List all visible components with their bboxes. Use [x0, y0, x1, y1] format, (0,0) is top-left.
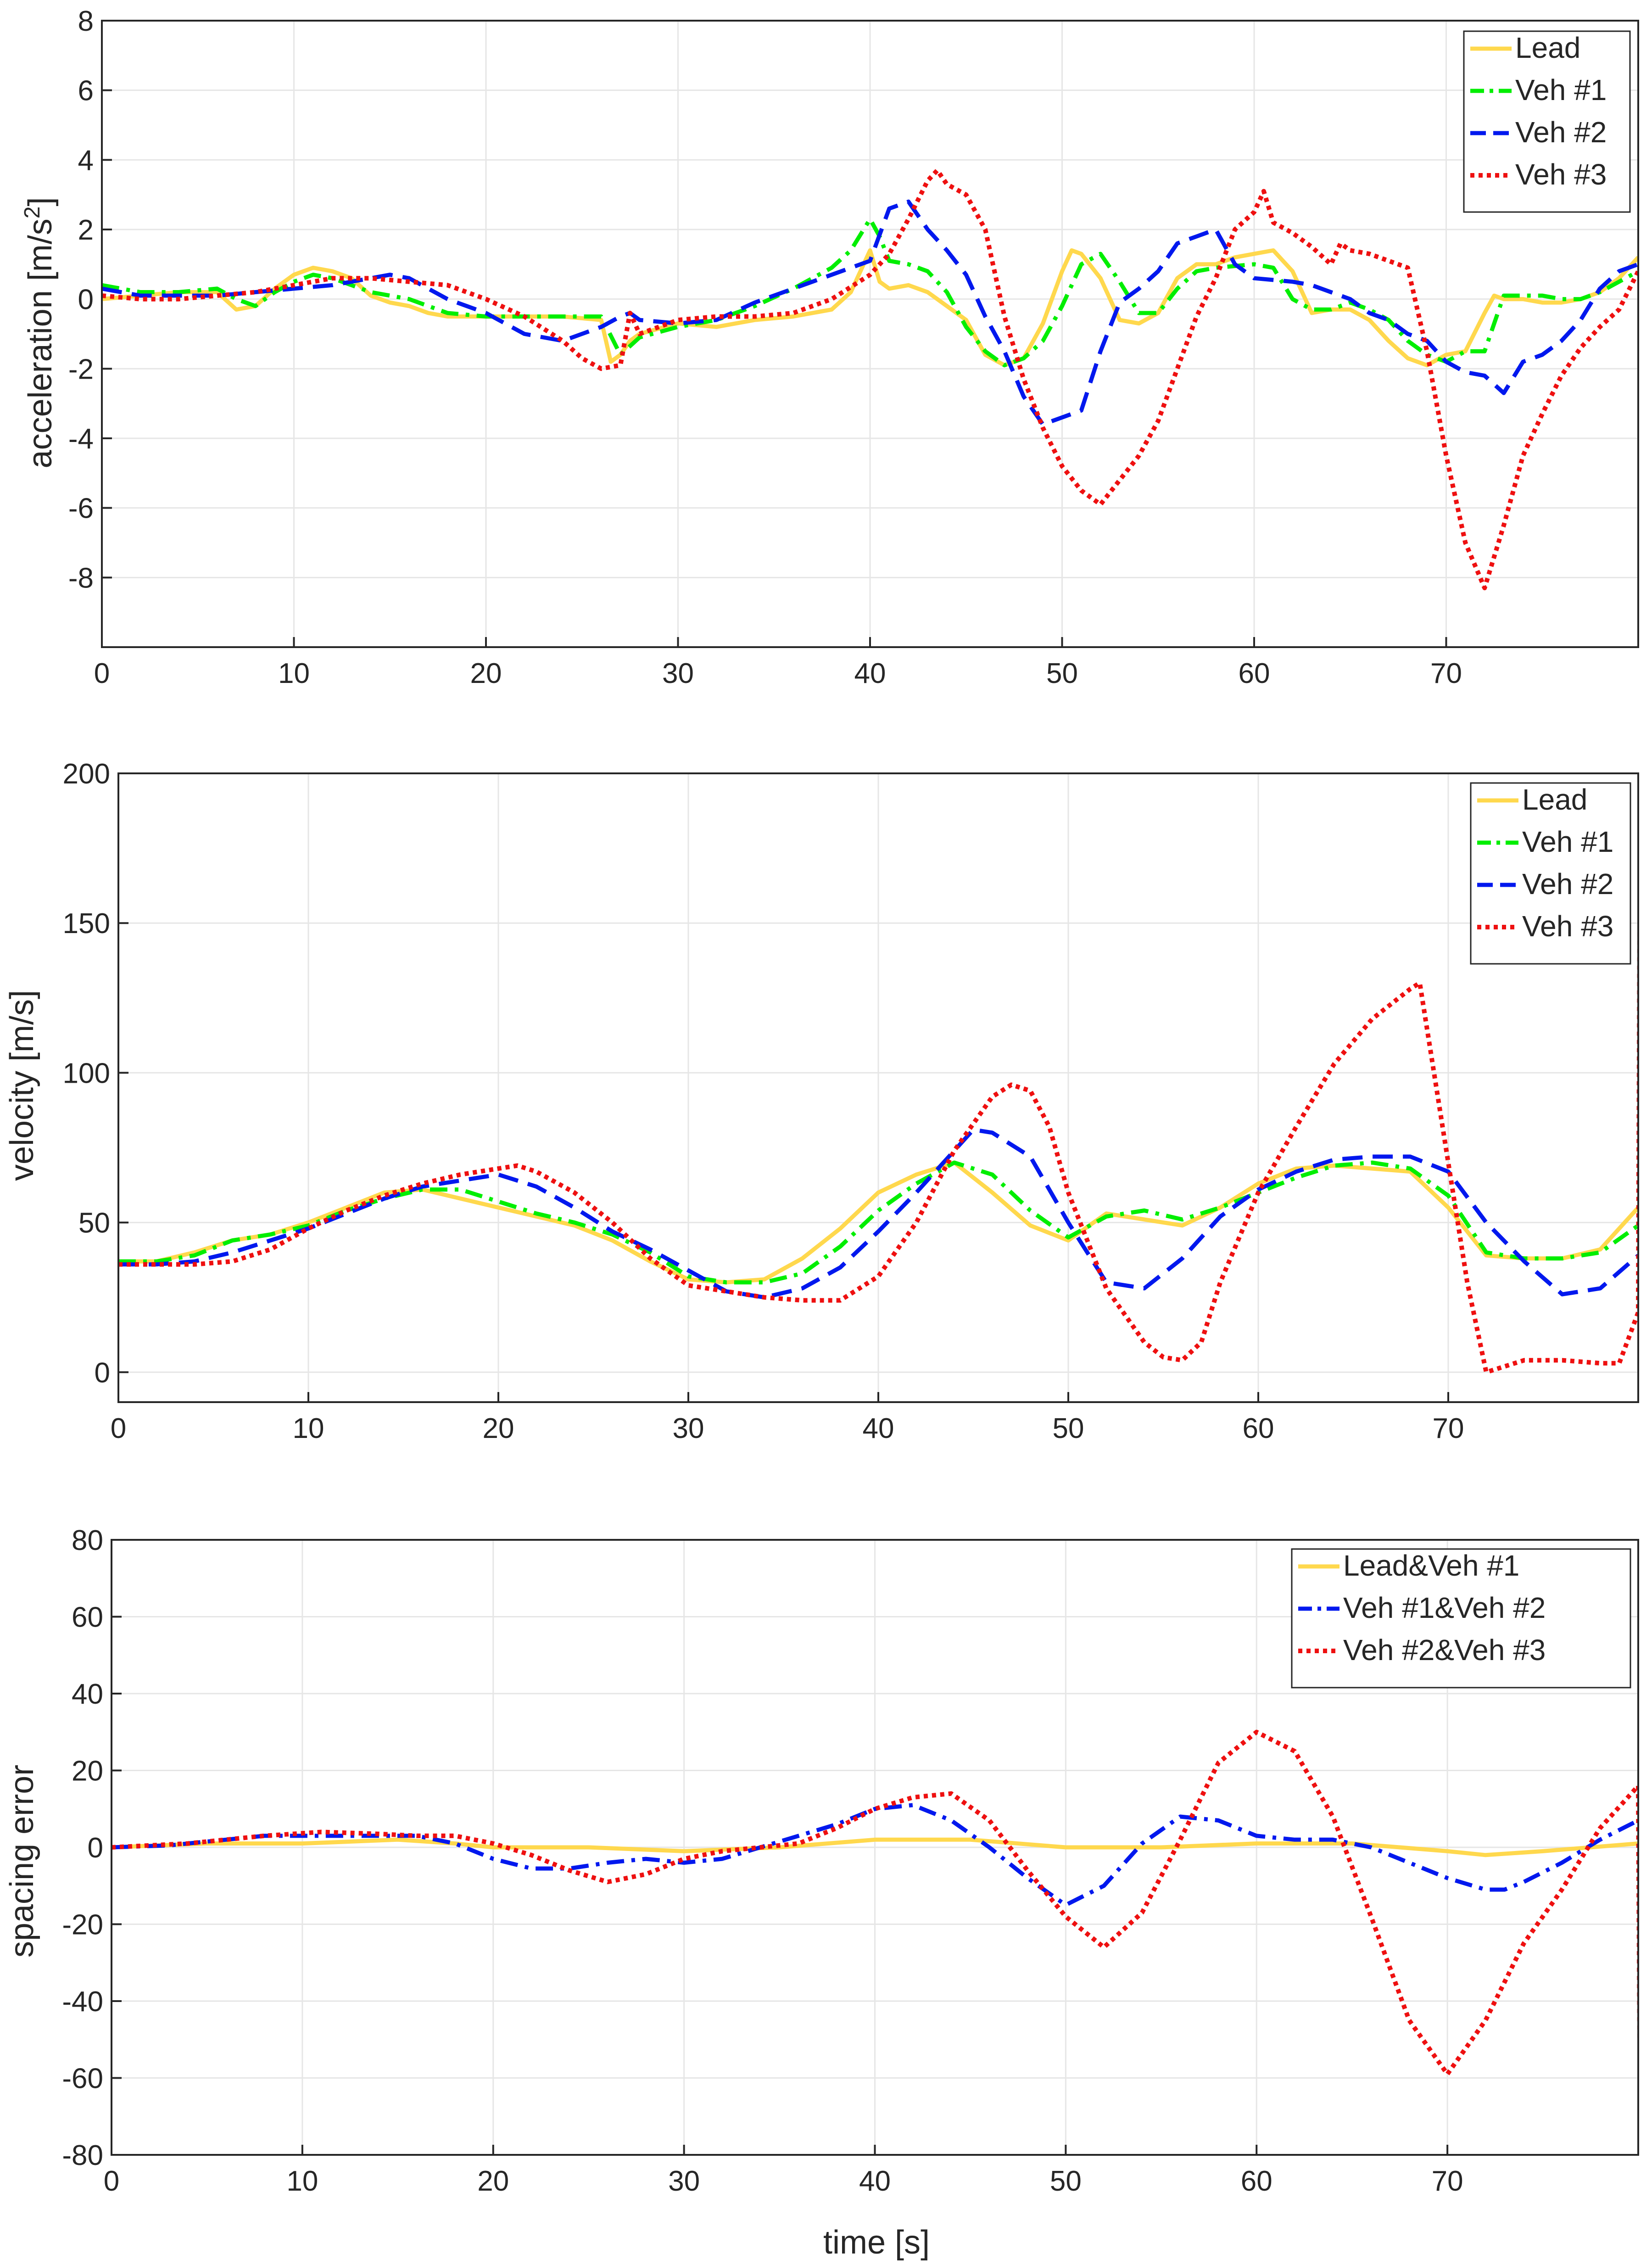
spacing-xtick-label-50: 50	[1050, 2165, 1082, 2197]
spacing-series-group	[112, 1729, 1638, 2148]
accel-ytick-label-4: 4	[78, 145, 94, 176]
accel-legend-label-lead: Lead	[1515, 31, 1580, 64]
accel-legend-box	[1463, 30, 1631, 213]
velocity-plot-frame	[117, 772, 1639, 1403]
accel-ytick-label-0: 0	[78, 284, 94, 316]
accel-ytick-label-6: 6	[78, 75, 94, 107]
velocity-xtick-label-40: 40	[863, 1413, 894, 1444]
spacing-ytick-label-60: 60	[72, 1602, 103, 1633]
velocity-legend-label-veh-1: Veh #1	[1522, 825, 1613, 858]
spacing-xtick-label-20: 20	[477, 2165, 509, 2197]
velocity-legend: Lead Veh #1 Veh #2 Veh #3	[1470, 782, 1631, 965]
accel-xtick-label-0: 0	[94, 658, 110, 689]
accel-xtick-label-10: 10	[278, 658, 310, 689]
spacing-ytick-label--80: -80	[62, 2140, 103, 2171]
accel-xtick-label-30: 30	[662, 658, 694, 689]
accel-legend: Lead Veh #1 Veh #2 Veh #3	[1463, 30, 1631, 213]
spacing-xtick-label-0: 0	[104, 2165, 119, 2197]
spacing-ytick-label--40: -40	[62, 1986, 103, 2018]
velocity-ytick-label-0: 0	[95, 1357, 110, 1389]
spacing-ytick-label--60: -60	[62, 2063, 103, 2095]
velocity-legend-label-veh-3: Veh #3	[1522, 910, 1613, 943]
accel-series-lead	[102, 248, 1638, 368]
velocity-ytick-label-200: 200	[63, 758, 110, 790]
accel-series-veh-3	[102, 168, 1638, 591]
velocity-ytick-label-50: 50	[78, 1208, 110, 1239]
accel-ytick-label--4: -4	[68, 423, 94, 455]
accel-ytick-label--8: -8	[68, 562, 94, 594]
spacing-legend: Lead&Veh #1 Veh #1&Veh #2 Veh #2&Veh #3	[1291, 1548, 1631, 1689]
velocity-xtick-label-60: 60	[1243, 1413, 1274, 1444]
spacing-series-lead-and-veh-1	[112, 1837, 1638, 1857]
velocity-y-axis-label: velocity [m/s]	[4, 990, 40, 1181]
spacing-ytick-label-0: 0	[88, 1832, 103, 1864]
velocity-series-veh-2	[118, 1127, 1638, 1300]
velocity-ytick-label-150: 150	[63, 908, 110, 940]
accel-ytick-label-2: 2	[78, 214, 94, 246]
accel-ytick-label--6: -6	[68, 493, 94, 525]
velocity-legend-label-lead: Lead	[1522, 783, 1587, 816]
spacing-legend-label-veh-2-and-veh-3: Veh #2&Veh #3	[1343, 1633, 1546, 1667]
spacing-legend-label-veh-1-and-veh-2: Veh #1&Veh #2	[1343, 1591, 1546, 1624]
spacing-legend-label-lead-and-veh-1: Lead&Veh #1	[1343, 1549, 1519, 1582]
accel-series-veh-1	[102, 217, 1638, 368]
accel-series-veh-2	[102, 199, 1638, 427]
velocity-xtick-label-70: 70	[1433, 1413, 1464, 1444]
spacing-ytick-label-80: 80	[72, 1525, 103, 1556]
accel-xtick-label-50: 50	[1046, 658, 1078, 689]
accel-legend-label-veh-2: Veh #2	[1515, 116, 1607, 149]
spacing-xtick-label-30: 30	[668, 2165, 700, 2197]
velocity-legend-box	[1470, 782, 1631, 965]
spacing-ytick-label-20: 20	[72, 1756, 103, 1787]
accel-xtick-label-60: 60	[1239, 658, 1270, 689]
accel-xtick-label-20: 20	[470, 658, 502, 689]
accel-ytick-label--2: -2	[68, 353, 94, 385]
spacing-xtick-label-60: 60	[1241, 2165, 1272, 2197]
accel-xtick-label-70: 70	[1430, 658, 1462, 689]
spacing-xtick-label-70: 70	[1432, 2165, 1463, 2197]
accel-series-group	[102, 168, 1638, 591]
spacing-error-y-axis-label: spacing error	[4, 1765, 40, 1957]
spacing-ytick-label-40: 40	[72, 1678, 103, 1710]
velocity-xtick-label-20: 20	[483, 1413, 514, 1444]
velocity-legend-label-veh-2: Veh #2	[1522, 867, 1613, 900]
accel-legend-label-veh-1: Veh #1	[1515, 73, 1607, 106]
velocity-series-veh-3	[118, 782, 1638, 1375]
velocity-xtick-label-10: 10	[293, 1413, 324, 1444]
spacing-ytick-label--20: -20	[62, 1909, 103, 1941]
spacing-xtick-label-40: 40	[859, 2165, 891, 2197]
velocity-xtick-label-30: 30	[673, 1413, 704, 1444]
spacing-series-veh-1-and-veh-2	[112, 1803, 1638, 1907]
acceleration-chart: acceleration [m/s2] 0 10 20 30 40 50 60 70-8-6-…	[20, 6, 1639, 689]
spacing-series-veh-2-and-veh-3	[112, 1729, 1638, 2148]
spacing-legend-box	[1291, 1548, 1631, 1689]
time-x-axis-label: time [s]	[823, 2224, 930, 2261]
acceleration-y-axis-label: acceleration [m/s2]	[20, 197, 59, 469]
spacing-plot-frame	[111, 1539, 1639, 2156]
spacing-xtick-label-10: 10	[286, 2165, 318, 2197]
velocity-ytick-label-100: 100	[63, 1057, 110, 1089]
velocity-xtick-label-0: 0	[111, 1413, 126, 1444]
velocity-series-group	[118, 782, 1638, 1375]
velocity-series-lead	[118, 1160, 1638, 1285]
velocity-xtick-label-50: 50	[1053, 1413, 1084, 1444]
accel-legend-label-veh-3: Veh #3	[1515, 158, 1607, 191]
accel-xtick-label-40: 40	[854, 658, 886, 689]
accel-plot-frame	[101, 20, 1639, 648]
spacing-error-chart: spacing error time [s] 0 10 20 30 40 50 60 70 -8…	[4, 1525, 1639, 2261]
velocity-chart: velocity [m/s] 0 10 20 30 40 50 60 70 0 50 100 150 2…	[4, 758, 1639, 1444]
accel-ytick-label-8: 8	[78, 6, 94, 37]
